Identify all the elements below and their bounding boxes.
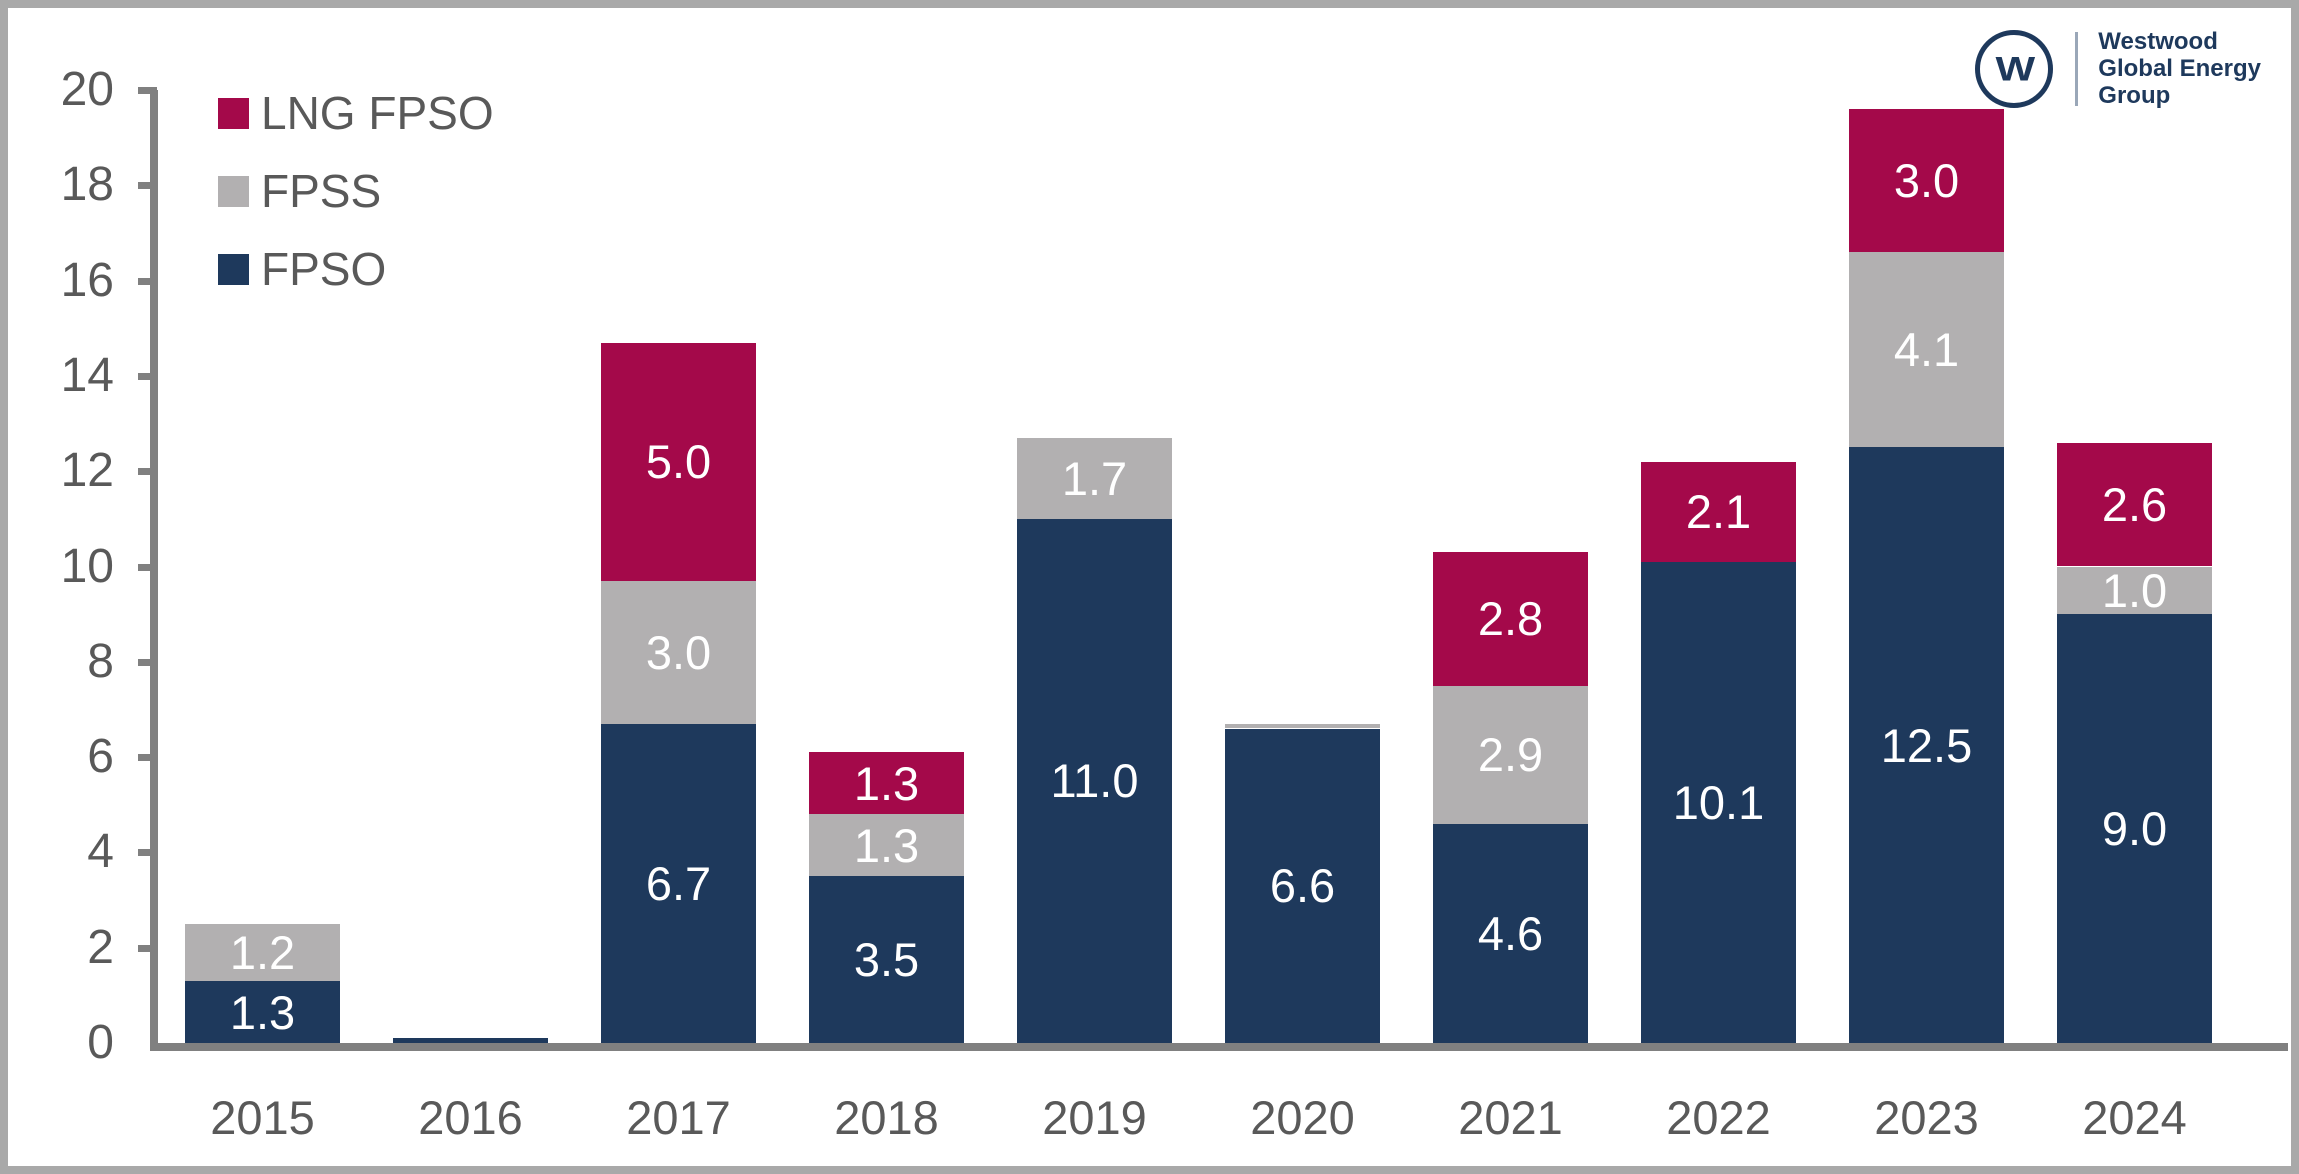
x-axis-category-label: 2020 [1250, 1091, 1355, 1144]
y-axis-tick-label: 2 [87, 920, 114, 974]
y-axis-tick-label: 6 [87, 730, 114, 784]
bar-segment-fpso-2022: 10.1 [1641, 561, 1796, 1043]
y-axis-tick-mark [138, 658, 157, 666]
logo-wordmark: Westwood Global Energy Group [2098, 28, 2261, 109]
y-axis-tick-label: 16 [60, 253, 114, 307]
legend-swatch-lng-fpso [218, 97, 249, 129]
x-axis-category-label: 2024 [2082, 1091, 2187, 1144]
bar-value-label: 2.1 [1685, 485, 1752, 539]
chart-legend: LNG FPSO FPSS FPSO [218, 90, 494, 330]
bar-segment-lng-fpso-2018: 1.3 [809, 752, 964, 815]
x-axis-category-label: 2016 [418, 1091, 523, 1144]
bar-segment-fpss-2019: 1.7 [1017, 437, 1172, 519]
y-axis-tick-label: 4 [87, 825, 114, 879]
legend-item-fpso: FPSO [218, 246, 494, 292]
bar-segment-fpso-2024: 9.0 [2057, 614, 2212, 1043]
logo-line-2: Global Energy [2098, 55, 2261, 82]
bar-value-label: 1.0 [2101, 563, 2168, 617]
bar-segment-lng-fpso-2017: 5.0 [601, 342, 756, 581]
y-axis-tick-label: 8 [87, 634, 114, 688]
x-axis-category-label: 2022 [1666, 1091, 1771, 1144]
bar-value-label: 6.6 [1269, 859, 1336, 913]
bar-value-label: 1.7 [1061, 451, 1128, 505]
bar-value-label: 1.3 [229, 985, 296, 1039]
logo-line-3: Group [2098, 82, 2171, 109]
y-axis-tick-mark [138, 277, 157, 285]
bar-segment-lng-fpso-2022: 2.1 [1641, 461, 1796, 562]
legend-item-fpss: FPSS [218, 168, 494, 214]
y-axis-line [150, 90, 158, 1051]
y-axis-tick-mark [138, 944, 157, 952]
x-axis-category-label: 2023 [1874, 1091, 1979, 1144]
legend-label-fpss: FPSS [261, 165, 382, 217]
y-axis-tick-mark [138, 754, 157, 762]
legend-item-lng-fpso: LNG FPSO [218, 90, 494, 136]
logo-divider [2075, 31, 2079, 106]
bar-segment-lng-fpso-2023: 3.0 [1849, 109, 2004, 252]
bar-value-label: 5.0 [645, 435, 712, 489]
bar-segment-lng-fpso-2024: 2.6 [2057, 442, 2212, 567]
bar-value-label: 6.7 [645, 856, 712, 910]
x-axis-category-label: 2021 [1458, 1091, 1563, 1144]
bar-segment-fpso-2023: 12.5 [1849, 447, 2004, 1043]
westwood-w-icon: W [1995, 48, 2035, 88]
bar-value-label: 3.0 [1893, 154, 1960, 208]
bar-segment-fpso-2020: 6.6 [1225, 728, 1380, 1043]
bar-value-label: 4.6 [1477, 906, 1544, 960]
bar-segment-fpss-2015: 1.2 [185, 923, 340, 982]
x-axis-category-label: 2019 [1042, 1091, 1147, 1144]
bar-segment-fpso-2017: 6.7 [601, 723, 756, 1043]
bar-segment-fpso-2016 [393, 1038, 548, 1043]
bar-value-label: 1.2 [229, 925, 296, 979]
bar-value-label: 3.5 [853, 933, 920, 987]
bar-value-label: 2.6 [2101, 478, 2168, 532]
bar-value-label: 3.0 [645, 625, 712, 679]
bar-value-label: 12.5 [1880, 718, 1973, 772]
x-axis-category-label: 2018 [834, 1091, 939, 1144]
bar-value-label: 11.0 [1050, 754, 1139, 808]
y-axis-tick-mark [138, 468, 157, 476]
bar-value-label: 10.1 [1672, 775, 1765, 829]
bar-value-label: 2.9 [1477, 728, 1544, 782]
bar-segment-fpss-2024: 1.0 [2057, 563, 2212, 617]
westwood-logo: W Westwood Global Energy Group [1975, 28, 2261, 109]
y-axis-tick-mark [138, 563, 157, 571]
bar-segment-fpso-2015: 1.3 [185, 981, 340, 1043]
bar-segment-fpss-2021: 2.9 [1433, 685, 1588, 824]
logo-line-1: Westwood [2098, 28, 2218, 55]
bar-segment-fpss-2018: 1.3 [809, 814, 964, 877]
bar-segment-fpss-2023: 4.1 [1849, 252, 2004, 448]
y-axis-tick-label: 20 [60, 63, 114, 116]
y-axis-tick-label: 18 [60, 158, 114, 212]
legend-label-lng-fpso: LNG FPSO [261, 87, 494, 139]
legend-swatch-fpss [218, 175, 249, 207]
x-axis-category-label: 2017 [626, 1091, 731, 1144]
y-axis-tick-label: 10 [60, 539, 114, 593]
bar-segment-fpss-2020 [1225, 723, 1380, 729]
bar-value-label: 1.3 [853, 818, 920, 872]
y-axis-tick-mark [138, 182, 157, 190]
bar-segment-fpso-2021: 4.6 [1433, 823, 1588, 1043]
x-axis-line [150, 1043, 2288, 1051]
bar-segment-fpss-2017: 3.0 [601, 580, 756, 724]
bar-value-label: 1.3 [853, 756, 920, 810]
bar-segment-fpso-2019: 11.0 [1017, 518, 1172, 1043]
westwood-monogram-circle: W [1975, 29, 2054, 108]
x-axis-category-label: 2015 [210, 1091, 315, 1144]
y-axis-tick-mark [138, 87, 157, 94]
bar-value-label: 4.1 [1893, 323, 1960, 377]
legend-label-fpso: FPSO [261, 243, 387, 295]
y-axis-tick-mark [138, 372, 157, 380]
bar-segment-fpso-2018: 3.5 [809, 876, 964, 1043]
y-axis-tick-label: 0 [87, 1016, 114, 1069]
y-axis-tick-label: 12 [60, 444, 114, 498]
legend-swatch-fpso [218, 253, 249, 285]
bar-segment-lng-fpso-2021: 2.8 [1433, 552, 1588, 686]
y-axis-tick-label: 14 [60, 348, 114, 402]
y-axis-tick-mark [138, 849, 157, 857]
bar-value-label: 2.8 [1477, 592, 1544, 646]
bar-value-label: 9.0 [2101, 802, 2168, 856]
